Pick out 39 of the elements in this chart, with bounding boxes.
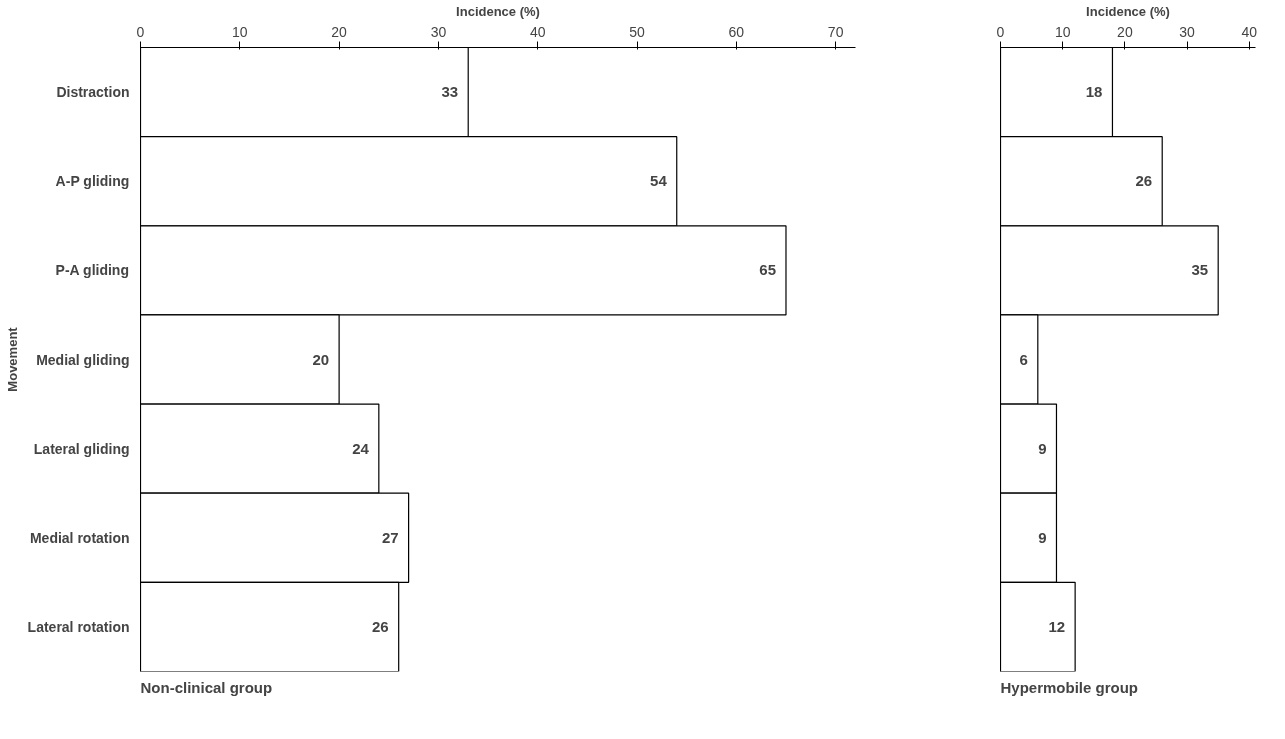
y-tick-label: Distraction <box>56 84 130 101</box>
x-tick-label: 50 <box>629 23 646 40</box>
x-tick-label: 10 <box>1054 23 1071 40</box>
data-label: 35 <box>1191 261 1209 279</box>
data-label: 33 <box>441 83 459 101</box>
data-label: 27 <box>381 528 399 546</box>
data-label: 12 <box>1048 617 1066 635</box>
x-tick-label: 10 <box>232 23 248 40</box>
x-axis-title: Incidence (%) <box>1086 3 1170 19</box>
y-tick-label: A-P gliding <box>55 173 130 190</box>
text: Hypermobile group <box>1000 678 1139 696</box>
data-label: 26 <box>372 617 389 635</box>
data-label: 20 <box>312 350 330 368</box>
data-label: 54 <box>650 172 668 190</box>
data-label: 9 <box>1038 528 1047 546</box>
data-label: 26 <box>1135 172 1153 190</box>
x-tick-label: 20 <box>331 23 348 40</box>
text: Non-clinical group <box>140 678 273 696</box>
y-axis-title: Movement <box>4 326 20 392</box>
y-tick-label: Medial gliding <box>36 351 130 368</box>
x-tick-label: 40 <box>529 23 546 40</box>
x-tick-label: 0 <box>136 23 145 40</box>
y-tick-label: Lateral rotation <box>27 618 130 635</box>
data-label: 9 <box>1038 439 1047 457</box>
data-label: 18 <box>1085 83 1103 101</box>
x-tick-label: 0 <box>996 23 1005 40</box>
x-tick-label: 30 <box>430 23 447 40</box>
x-tick-label: 30 <box>1179 23 1196 40</box>
data-label: 65 <box>759 261 776 279</box>
x-axis-title: Incidence (%) <box>456 3 540 19</box>
y-tick-label: P-A gliding <box>55 262 129 279</box>
x-tick-label: 20 <box>1117 23 1133 40</box>
data-label: 24 <box>352 439 370 457</box>
data-label: 6 <box>1019 350 1028 368</box>
x-tick-label: 40 <box>1241 23 1258 40</box>
y-tick-label: Medial rotation <box>29 529 130 546</box>
y-tick-label: Lateral gliding <box>33 440 130 457</box>
x-tick-label: 70 <box>827 23 844 40</box>
x-tick-label: 60 <box>728 23 745 40</box>
